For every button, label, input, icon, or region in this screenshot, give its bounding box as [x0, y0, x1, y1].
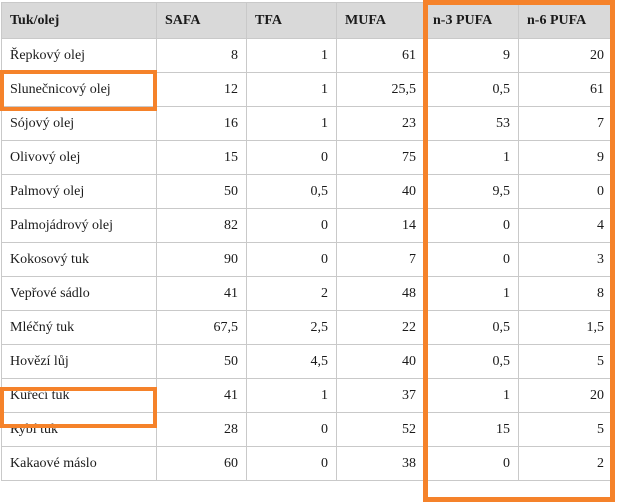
cell-n6-pufa: 4 [518, 208, 613, 243]
cell-tfa: 0 [246, 412, 337, 447]
cell-name: Rybí tuk [1, 412, 157, 447]
cell-name: Vepřové sádlo [1, 276, 157, 311]
cell-safa: 28 [156, 412, 247, 447]
cell-safa: 12 [156, 72, 247, 107]
cell-mufa: 40 [336, 344, 425, 379]
table-row: Palmojádrový olej 82 0 14 0 4 [1, 208, 613, 243]
cell-mufa: 40 [336, 174, 425, 209]
cell-n6-pufa: 20 [518, 38, 613, 73]
header-tuk-olej: Tuk/olej [1, 2, 157, 39]
header-n6-pufa: n-6 PUFA [518, 2, 613, 39]
table-row: Rybí tuk 28 0 52 15 5 [1, 412, 613, 447]
cell-n6-pufa: 2 [518, 446, 613, 481]
cell-n6-pufa: 5 [518, 344, 613, 379]
cell-n6-pufa: 0 [518, 174, 613, 209]
table-row: Olivový olej 15 0 75 1 9 [1, 140, 613, 175]
table-row: Kakaové máslo 60 0 38 0 2 [1, 446, 613, 481]
cell-safa: 15 [156, 140, 247, 175]
cell-name: Kuřecí tuk [1, 378, 157, 413]
cell-tfa: 0 [246, 140, 337, 175]
cell-n6-pufa: 3 [518, 242, 613, 277]
table-row: Sójový olej 16 1 23 53 7 [1, 106, 613, 141]
cell-n3-pufa: 0 [424, 242, 519, 277]
cell-n6-pufa: 1,5 [518, 310, 613, 345]
table-row: Vepřové sádlo 41 2 48 1 8 [1, 276, 613, 311]
header-n3-pufa: n-3 PUFA [424, 2, 519, 39]
table-row: Kuřecí tuk 41 1 37 1 20 [1, 378, 613, 413]
cell-mufa: 22 [336, 310, 425, 345]
cell-n3-pufa: 1 [424, 140, 519, 175]
cell-n3-pufa: 0 [424, 446, 519, 481]
fat-composition-table: Tuk/olej SAFA TFA MUFA n-3 PUFA n-6 PUFA… [1, 2, 613, 481]
header-tfa: TFA [246, 2, 337, 39]
cell-name: Řepkový olej [1, 38, 157, 73]
table-row: Palmový olej 50 0,5 40 9,5 0 [1, 174, 613, 209]
header-mufa: MUFA [336, 2, 425, 39]
table-row: Hovězí lůj 50 4,5 40 0,5 5 [1, 344, 613, 379]
cell-safa: 41 [156, 378, 247, 413]
cell-n3-pufa: 15 [424, 412, 519, 447]
cell-name: Palmový olej [1, 174, 157, 209]
cell-tfa: 4,5 [246, 344, 337, 379]
cell-n3-pufa: 9 [424, 38, 519, 73]
cell-safa: 67,5 [156, 310, 247, 345]
cell-tfa: 1 [246, 378, 337, 413]
cell-tfa: 1 [246, 38, 337, 73]
cell-mufa: 61 [336, 38, 425, 73]
cell-name: Mléčný tuk [1, 310, 157, 345]
table-row: Kokosový tuk 90 0 7 0 3 [1, 242, 613, 277]
cell-mufa: 38 [336, 446, 425, 481]
cell-safa: 50 [156, 174, 247, 209]
cell-safa: 82 [156, 208, 247, 243]
cell-mufa: 48 [336, 276, 425, 311]
cell-mufa: 23 [336, 106, 425, 141]
cell-n3-pufa: 1 [424, 378, 519, 413]
cell-name: Olivový olej [1, 140, 157, 175]
cell-mufa: 14 [336, 208, 425, 243]
cell-n6-pufa: 20 [518, 378, 613, 413]
cell-tfa: 2 [246, 276, 337, 311]
cell-safa: 16 [156, 106, 247, 141]
cell-tfa: 1 [246, 72, 337, 107]
cell-n3-pufa: 53 [424, 106, 519, 141]
cell-name: Palmojádrový olej [1, 208, 157, 243]
cell-mufa: 75 [336, 140, 425, 175]
cell-n3-pufa: 0,5 [424, 310, 519, 345]
cell-n6-pufa: 8 [518, 276, 613, 311]
cell-mufa: 37 [336, 378, 425, 413]
cell-n6-pufa: 7 [518, 106, 613, 141]
cell-n3-pufa: 0,5 [424, 344, 519, 379]
cell-tfa: 2,5 [246, 310, 337, 345]
cell-n6-pufa: 5 [518, 412, 613, 447]
header-safa: SAFA [156, 2, 247, 39]
cell-tfa: 0 [246, 208, 337, 243]
cell-mufa: 52 [336, 412, 425, 447]
table-row: Řepkový olej 8 1 61 9 20 [1, 38, 613, 73]
cell-tfa: 1 [246, 106, 337, 141]
cell-safa: 50 [156, 344, 247, 379]
header-row: Tuk/olej SAFA TFA MUFA n-3 PUFA n-6 PUFA [1, 2, 613, 39]
cell-name: Sójový olej [1, 106, 157, 141]
table-row: Mléčný tuk 67,5 2,5 22 0,5 1,5 [1, 310, 613, 345]
cell-name: Kakaové máslo [1, 446, 157, 481]
cell-safa: 41 [156, 276, 247, 311]
cell-n3-pufa: 9,5 [424, 174, 519, 209]
table-row: Slunečnicový olej 12 1 25,5 0,5 61 [1, 72, 613, 107]
cell-tfa: 0 [246, 242, 337, 277]
cell-name: Kokosový tuk [1, 242, 157, 277]
cell-name: Hovězí lůj [1, 344, 157, 379]
cell-mufa: 7 [336, 242, 425, 277]
cell-n6-pufa: 9 [518, 140, 613, 175]
cell-n3-pufa: 1 [424, 276, 519, 311]
cell-tfa: 0 [246, 446, 337, 481]
cell-name: Slunečnicový olej [1, 72, 157, 107]
cell-mufa: 25,5 [336, 72, 425, 107]
cell-safa: 60 [156, 446, 247, 481]
cell-n6-pufa: 61 [518, 72, 613, 107]
cell-n3-pufa: 0 [424, 208, 519, 243]
cell-n3-pufa: 0,5 [424, 72, 519, 107]
cell-safa: 90 [156, 242, 247, 277]
cell-tfa: 0,5 [246, 174, 337, 209]
cell-safa: 8 [156, 38, 247, 73]
